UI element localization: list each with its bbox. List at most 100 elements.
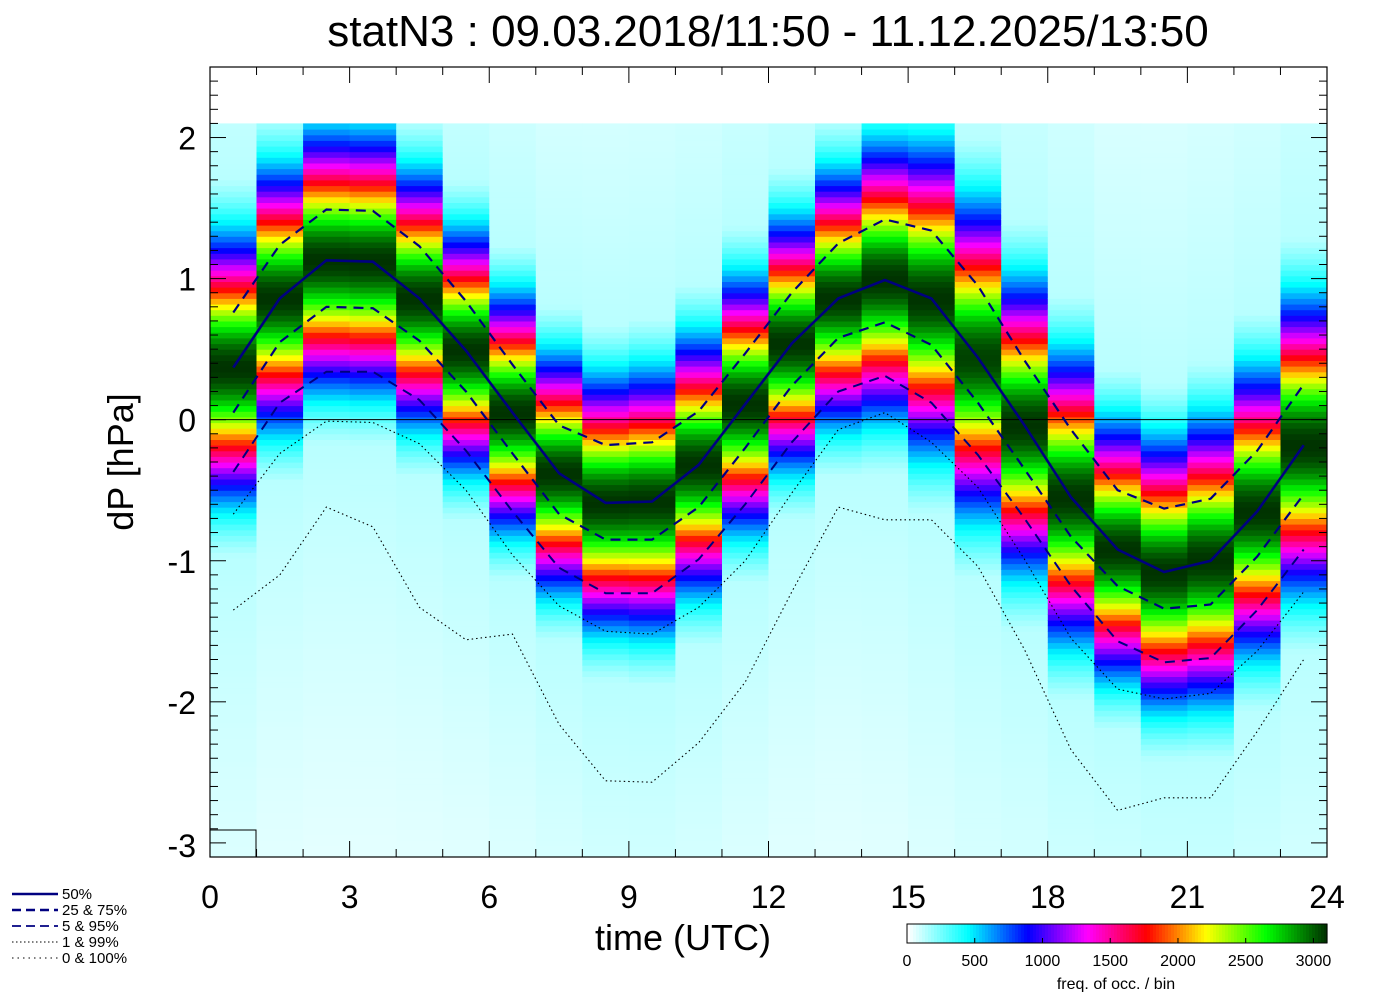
- heat-cell: [628, 512, 676, 519]
- heat-cell: [349, 202, 397, 209]
- heat-cell: [1094, 524, 1142, 531]
- heat-cell: [303, 800, 351, 807]
- heat-cell: [768, 213, 816, 220]
- heat-cell: [303, 495, 351, 503]
- heat-cell: [582, 264, 630, 271]
- heat-cell: [442, 755, 490, 762]
- heat-cell: [210, 185, 258, 192]
- heat-cell: [489, 670, 537, 677]
- heat-cell: [675, 411, 723, 418]
- heat-cell: [675, 157, 723, 164]
- heat-cell: [628, 845, 676, 852]
- heat-cell: [1047, 620, 1095, 627]
- heat-cell: [210, 608, 258, 615]
- heat-cell: [1187, 241, 1235, 249]
- heat-cell: [210, 744, 258, 751]
- heat-cell: [815, 789, 863, 796]
- heat-cell: [1280, 653, 1327, 661]
- heat-cell: [1094, 710, 1142, 717]
- heat-cell: [722, 569, 770, 576]
- heat-cell: [1047, 326, 1095, 333]
- heat-cell: [908, 495, 956, 503]
- heat-cell: [1280, 399, 1327, 407]
- heat-cell: [535, 478, 583, 486]
- legend-label: 5 & 95%: [62, 918, 119, 935]
- heat-cell: [628, 309, 676, 316]
- heat-cell: [442, 332, 490, 339]
- heat-cell: [722, 670, 770, 677]
- y-tick-label: -1: [168, 544, 196, 580]
- heat-cell: [1094, 247, 1142, 254]
- legend: 50%25 & 75%5 & 95%1 & 99%0 & 100%: [12, 886, 127, 967]
- heat-cell: [349, 134, 397, 141]
- heat-cell: [1233, 473, 1281, 480]
- heat-cell: [1001, 326, 1049, 333]
- heat-cell: [1094, 467, 1142, 474]
- heat-cell: [628, 817, 676, 824]
- colorbar-tick-label: 0: [903, 953, 912, 970]
- heat-cell: [815, 783, 863, 790]
- heat-cell: [908, 309, 956, 316]
- heat-cell: [303, 134, 351, 141]
- heat-cell: [768, 631, 816, 638]
- heat-cell: [861, 309, 909, 316]
- heat-cell: [1047, 281, 1095, 288]
- heat-cell: [303, 225, 351, 232]
- heat-cell: [861, 315, 909, 322]
- heat-cell: [349, 817, 397, 824]
- heat-cell: [768, 371, 816, 378]
- heat-cell: [861, 755, 909, 762]
- heat-cell: [1001, 405, 1049, 412]
- heat-cell: [349, 541, 397, 548]
- heat-cell: [1187, 653, 1235, 661]
- heat-cell: [1047, 569, 1095, 576]
- heat-cell: [815, 270, 863, 277]
- heat-cell: [722, 337, 770, 345]
- heat-cell: [535, 264, 583, 271]
- heat-cell: [1140, 603, 1188, 610]
- heat-cell: [861, 653, 909, 661]
- heat-cell: [1140, 608, 1188, 615]
- heat-cell: [1233, 478, 1281, 486]
- heat-cell: [256, 343, 304, 350]
- heat-cell: [954, 699, 1002, 706]
- heat-cell: [535, 394, 583, 401]
- heat-cell: [396, 636, 444, 644]
- heat-cell: [1233, 541, 1281, 548]
- heat-cell: [1140, 721, 1188, 728]
- heat-cell: [1094, 292, 1142, 299]
- heat-cell: [1233, 574, 1281, 582]
- heat-cell: [582, 620, 630, 627]
- heat-cell: [1280, 676, 1327, 683]
- heat-cell: [768, 642, 816, 649]
- heat-cell: [1001, 337, 1049, 345]
- heat-cell: [210, 665, 258, 672]
- heat-cell: [349, 772, 397, 779]
- heat-cell: [1280, 518, 1327, 525]
- heat-cell: [303, 715, 351, 723]
- heat-cell: [861, 721, 909, 728]
- heat-cell: [908, 366, 956, 373]
- heat-cell: [489, 241, 537, 249]
- heat-cell: [303, 727, 351, 734]
- heat-cell: [1047, 433, 1095, 440]
- heat-cell: [1187, 507, 1235, 514]
- heat-cell: [442, 450, 490, 457]
- colorbar-cell: [1315, 924, 1319, 943]
- heat-cell: [861, 270, 909, 277]
- heat-cell: [1280, 473, 1327, 480]
- heat-cell: [954, 789, 1002, 796]
- heat-cell: [1001, 749, 1049, 756]
- heat-cell: [1047, 687, 1095, 694]
- heat-cell: [1187, 608, 1235, 615]
- heat-cell: [396, 625, 444, 632]
- heat-cell: [442, 292, 490, 299]
- heat-cell: [675, 732, 723, 740]
- heat-cell: [1280, 388, 1327, 395]
- heat-cell: [256, 320, 304, 328]
- heat-cell: [815, 377, 863, 384]
- heat-cell: [303, 422, 351, 429]
- heat-cell: [1233, 524, 1281, 531]
- heat-cell: [908, 450, 956, 457]
- heat-cell: [535, 326, 583, 333]
